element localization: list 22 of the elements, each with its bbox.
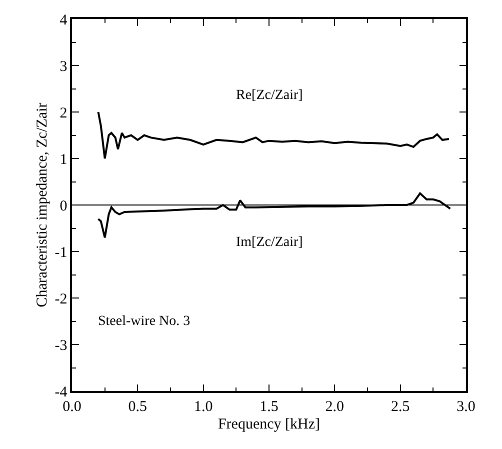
- x-tick-label: 3.0: [456, 398, 476, 415]
- y-tick-label: 1: [60, 152, 68, 168]
- x-tick-label: 2.5: [390, 398, 410, 415]
- y-tick-label: -4: [54, 384, 68, 400]
- y-tick-label: -2: [54, 291, 68, 308]
- line-series: [97, 111, 450, 160]
- x-axis-title: Frequency [kHz]: [218, 416, 320, 432]
- annotation: Steel-wire No. 3: [98, 314, 190, 329]
- y-tick-label: 3: [60, 58, 68, 75]
- y-tick-label: 2: [60, 105, 68, 122]
- x-tick-label: 0.0: [62, 398, 82, 415]
- x-tick-label: 1.0: [194, 398, 213, 415]
- x-tick-label: 0.5: [128, 398, 148, 415]
- x-tick-label: 2.0: [325, 398, 344, 415]
- y-tick-label: -1: [54, 244, 68, 261]
- y-tick-label: 4: [60, 12, 68, 28]
- y-tick-label: 0: [60, 198, 68, 214]
- y-axis-title: Characteristic impedance, Zc/Zair: [34, 102, 50, 308]
- series-label: Im[Zc/Zair]: [236, 235, 303, 250]
- text: Re[Zc/Zair]: [236, 88, 303, 103]
- y-tick-label: -3: [54, 338, 68, 354]
- x-tick-label: 1.5: [260, 398, 278, 415]
